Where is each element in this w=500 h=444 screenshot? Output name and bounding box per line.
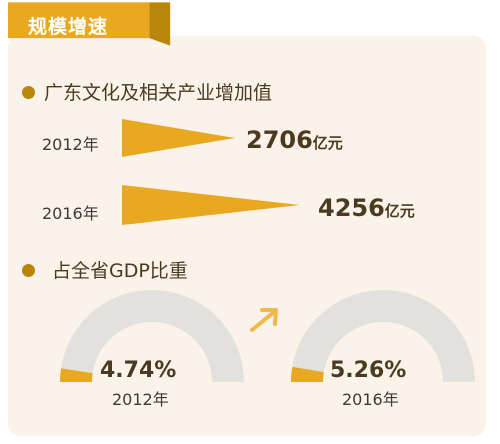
section-bullet-1 [22, 86, 35, 99]
bar-year-2016: 2016年 [42, 204, 99, 223]
header-tab [8, 2, 171, 46]
gauge-fill-2016 [291, 366, 324, 382]
gauge-track-2016 [291, 290, 475, 382]
bar-value-2012-unit: 亿元 [312, 134, 343, 152]
bar-value-2012: 2706亿元 [246, 126, 343, 154]
trend-arrow-icon [250, 308, 278, 332]
section-bullet-2 [22, 264, 35, 277]
gauge-value-2012: 4.74% [100, 358, 177, 383]
gauge-year-2012: 2012年 [112, 390, 169, 409]
bar-value-2016-number: 4256 [318, 194, 385, 222]
bar-value-2016-unit: 亿元 [384, 202, 415, 220]
bar-value-2016: 4256亿元 [318, 194, 415, 222]
gauge-track-2012 [60, 290, 244, 382]
bar-year-2012: 2012年 [42, 135, 99, 154]
gauge-value-2016: 5.26% [330, 358, 407, 383]
section-title-gdp-share: 占全省GDP比重 [52, 260, 188, 282]
bar-2012 [122, 119, 236, 157]
section-title-output: 广东文化及相关产业增加值 [44, 82, 273, 104]
gauge-year-2016: 2016年 [342, 390, 399, 409]
bar-value-2012-number: 2706 [246, 126, 313, 154]
header-title: 规模增速 [28, 16, 109, 38]
bar-2016 [122, 185, 300, 225]
gauge-fill-2012 [60, 368, 93, 382]
